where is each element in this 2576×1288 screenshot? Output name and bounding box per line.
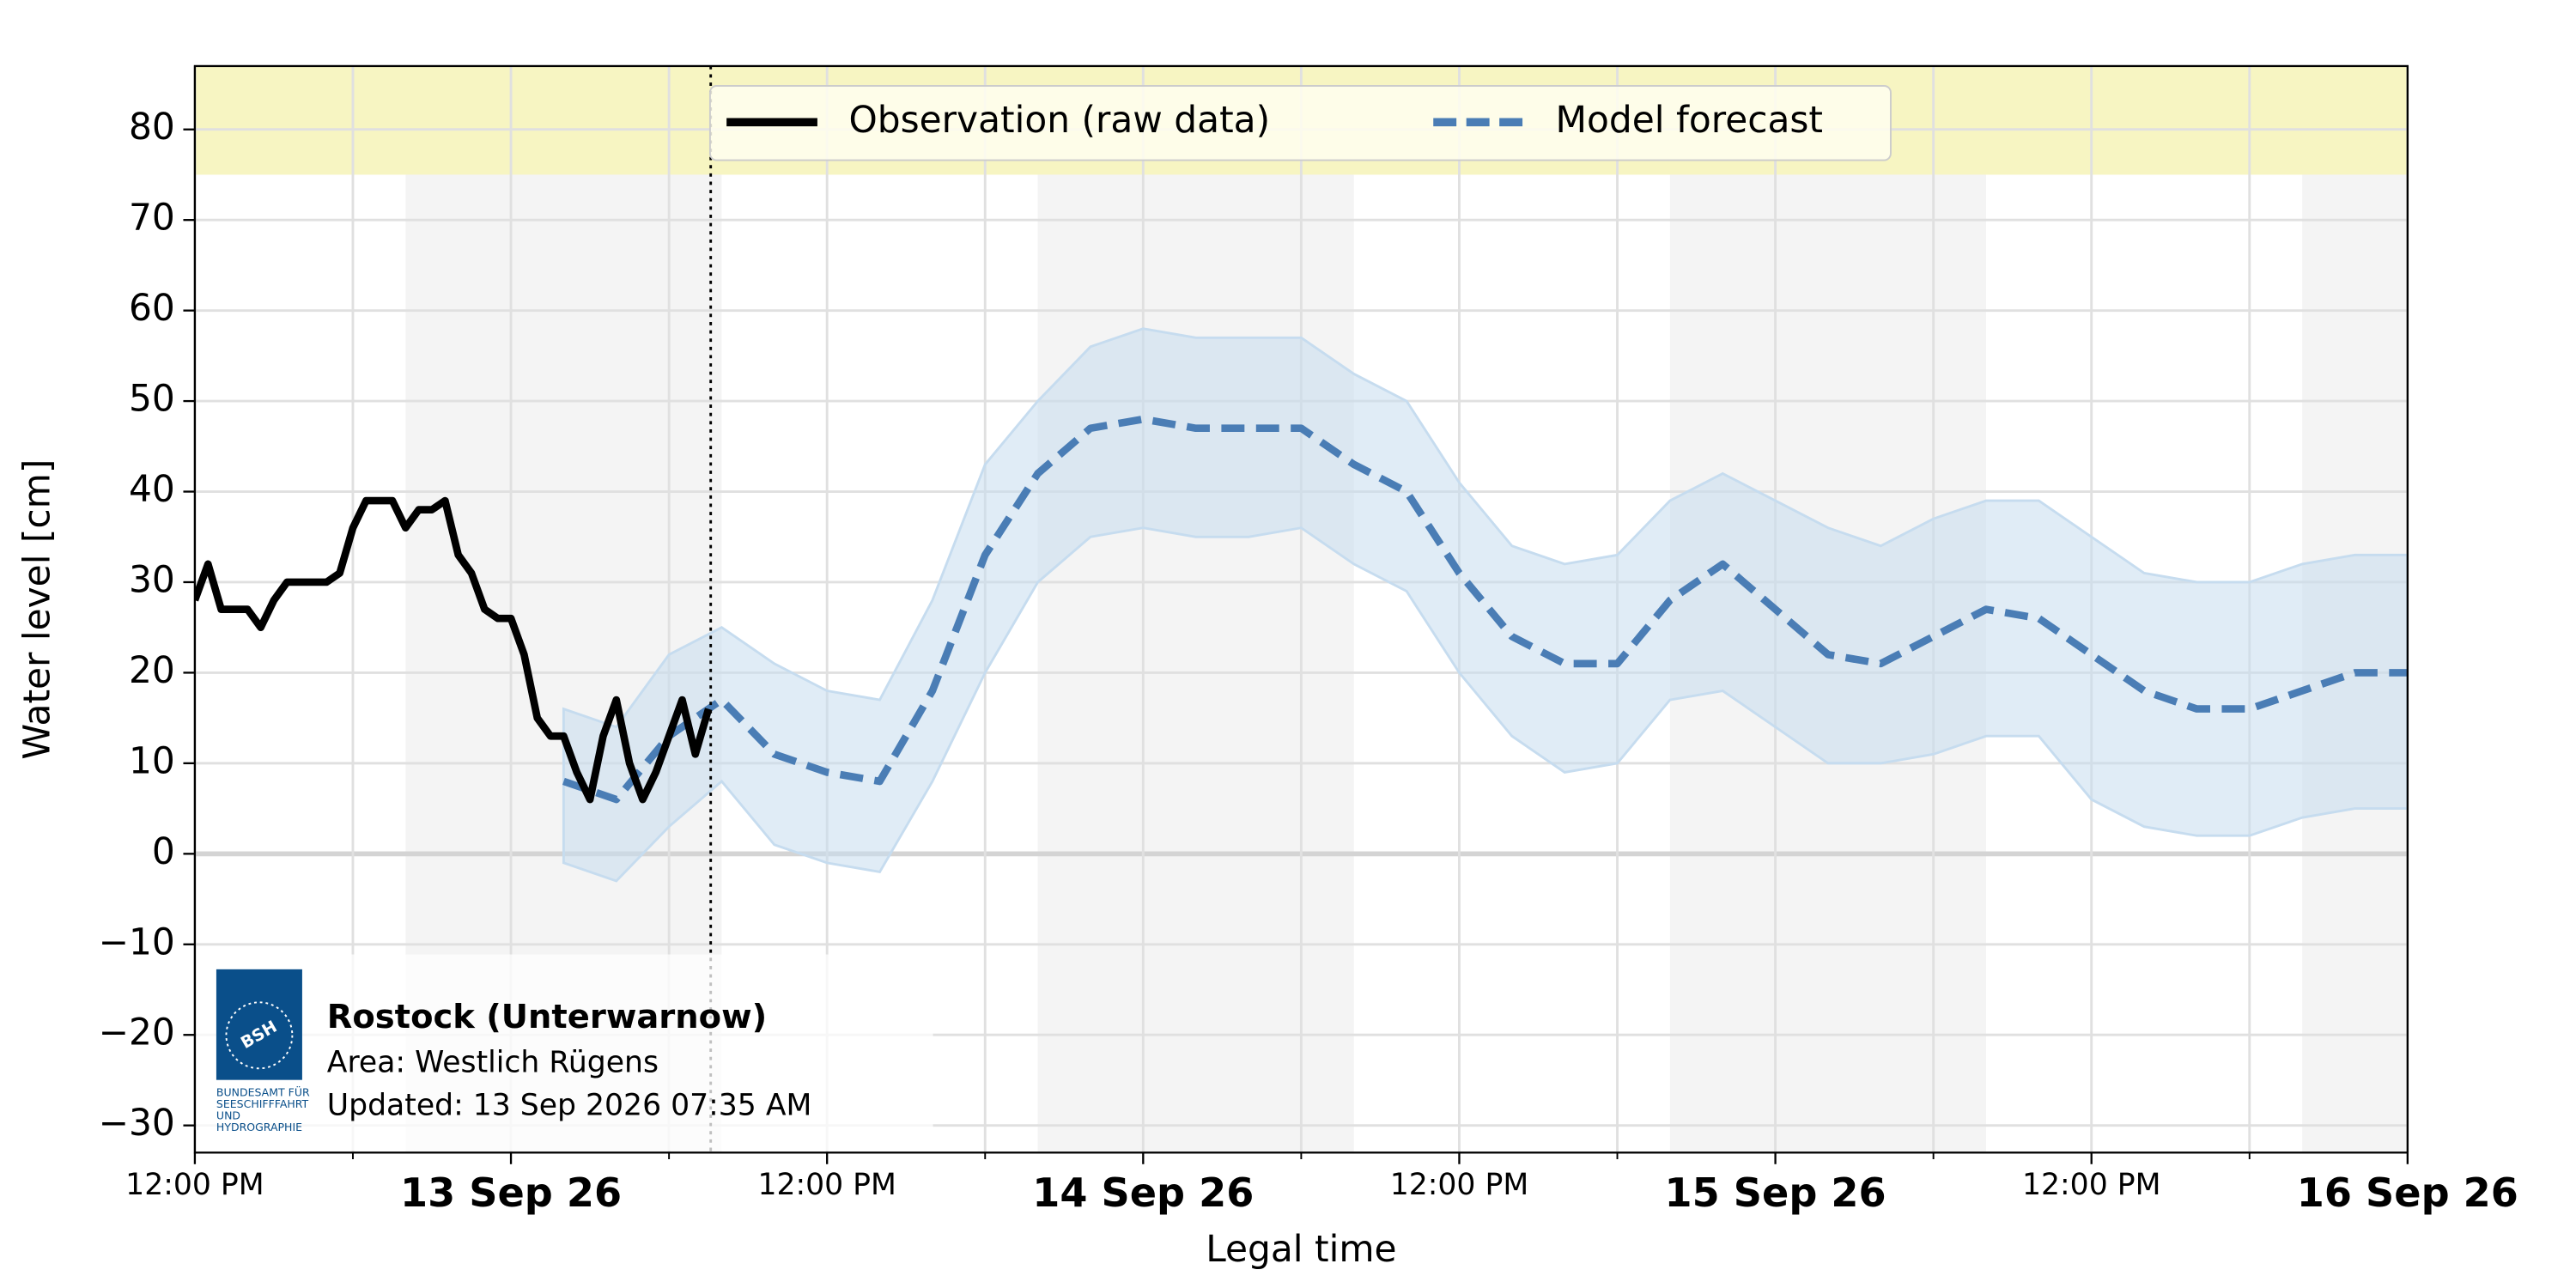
legend: Observation (raw data) Model forecast xyxy=(708,85,1892,161)
x-tick-label: 12:00 PM xyxy=(757,1168,896,1202)
x-tick-label: 15 Sep 26 xyxy=(1665,1170,1886,1216)
forecast-band xyxy=(562,327,2408,883)
y-tick-label: 50 xyxy=(129,378,175,420)
logo-text: UND xyxy=(216,1109,240,1122)
logo xyxy=(216,969,302,1080)
y-tick-label: 60 xyxy=(129,287,175,329)
legend-label: Model forecast xyxy=(1556,99,1824,141)
y-tick-label: 80 xyxy=(129,106,175,148)
updated-time: Updated: 13 Sep 2026 07:35 AM xyxy=(327,1088,812,1122)
x-tick-label: 16 Sep 26 xyxy=(2297,1170,2518,1216)
info-background xyxy=(196,954,933,1151)
logo-text: BUNDESAMT FÜR xyxy=(216,1085,310,1099)
logo-text: SEESCHIFFFAHRT xyxy=(216,1097,309,1110)
y-tick-label: −20 xyxy=(99,1012,175,1054)
x-tick-label: 12:00 PM xyxy=(125,1168,264,1202)
forecast-line xyxy=(562,415,2408,804)
logo-text: HYDROGRAPHIE xyxy=(216,1121,302,1133)
y-axis-label: Water level [cm] xyxy=(16,459,58,760)
y-tick-label: 70 xyxy=(129,197,175,239)
y-tick-label: 20 xyxy=(129,649,175,691)
y-tick-label: 10 xyxy=(129,739,175,781)
y-tick-label: 0 xyxy=(152,830,175,872)
legend-label: Observation (raw data) xyxy=(848,99,1270,141)
y-tick-label: 40 xyxy=(129,468,175,510)
night-band xyxy=(1037,174,1354,1153)
x-tick-label: 12:00 PM xyxy=(1390,1168,1528,1202)
logo-ring xyxy=(225,1001,294,1070)
y-tick-label: −10 xyxy=(99,920,175,963)
x-tick-label: 14 Sep 26 xyxy=(1032,1170,1254,1216)
station-name: Rostock (Unterwarnow) xyxy=(327,998,767,1036)
x-axis-label: Legal time xyxy=(1206,1228,1396,1270)
y-tick-label: 30 xyxy=(129,558,175,600)
info-box: BSH BUNDESAMT FÜR SEESCHIFFFAHRT UND HYD… xyxy=(196,954,933,1151)
area-name: Area: Westlich Rügens xyxy=(327,1045,659,1079)
legend-box xyxy=(708,85,1892,161)
observation-line xyxy=(194,496,713,804)
x-tick-label: 12:00 PM xyxy=(2022,1168,2160,1202)
y-tick-label: −30 xyxy=(99,1102,175,1144)
x-tick-label: 13 Sep 26 xyxy=(400,1170,622,1216)
